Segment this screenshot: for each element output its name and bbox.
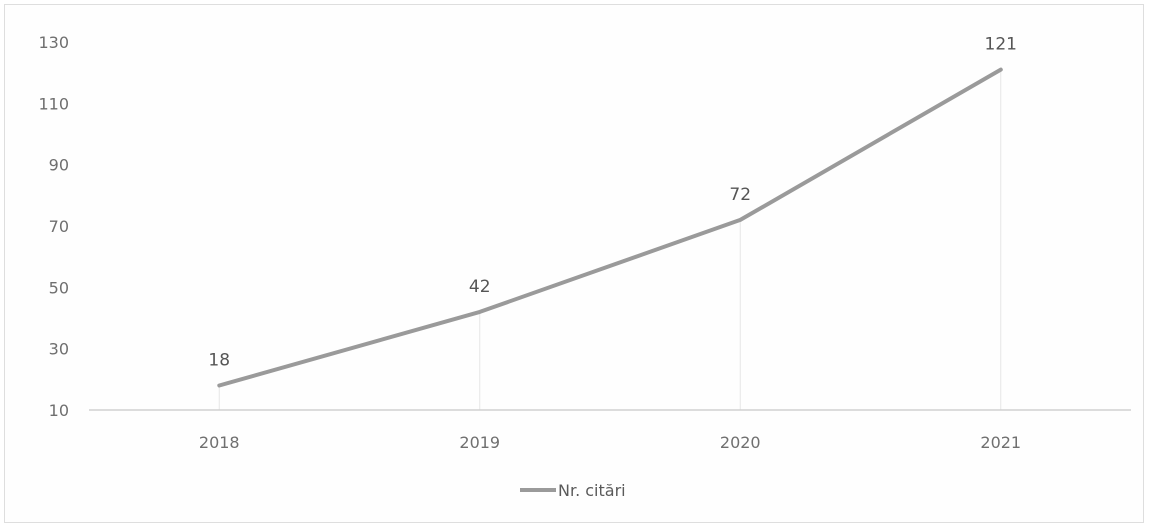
x-tick-label: 2019 bbox=[459, 433, 500, 452]
line-chart: 10 30 50 70 90 110 130 2018 2019 2020 2021 18 42 72… bbox=[38, 33, 1131, 500]
x-tick-label: 2021 bbox=[980, 433, 1021, 452]
data-label: 72 bbox=[729, 185, 751, 205]
y-tick-label: 10 bbox=[49, 401, 69, 420]
y-axis-ticks: 10 30 50 70 90 110 130 bbox=[38, 33, 69, 420]
legend-label: Nr. citări bbox=[558, 481, 626, 500]
x-tick-label: 2020 bbox=[720, 433, 761, 452]
series-line bbox=[217, 67, 1003, 388]
y-tick-label: 110 bbox=[38, 94, 69, 113]
data-label: 121 bbox=[985, 35, 1017, 55]
legend: Nr. citări bbox=[520, 481, 626, 500]
y-tick-label: 50 bbox=[49, 278, 69, 297]
chart-frame: 10 30 50 70 90 110 130 2018 2019 2020 2021 18 42 72… bbox=[4, 4, 1144, 523]
x-axis-ticks: 2018 2019 2020 2021 bbox=[199, 433, 1021, 452]
y-tick-label: 70 bbox=[49, 217, 69, 236]
data-label: 42 bbox=[469, 277, 491, 297]
y-tick-label: 30 bbox=[49, 340, 69, 359]
data-labels: 18 42 72 121 bbox=[208, 35, 1017, 371]
data-label: 18 bbox=[208, 350, 230, 370]
y-tick-label: 130 bbox=[38, 33, 69, 52]
x-tick-label: 2018 bbox=[199, 433, 240, 452]
y-tick-label: 90 bbox=[49, 156, 69, 175]
drop-lines bbox=[218, 69, 1002, 410]
